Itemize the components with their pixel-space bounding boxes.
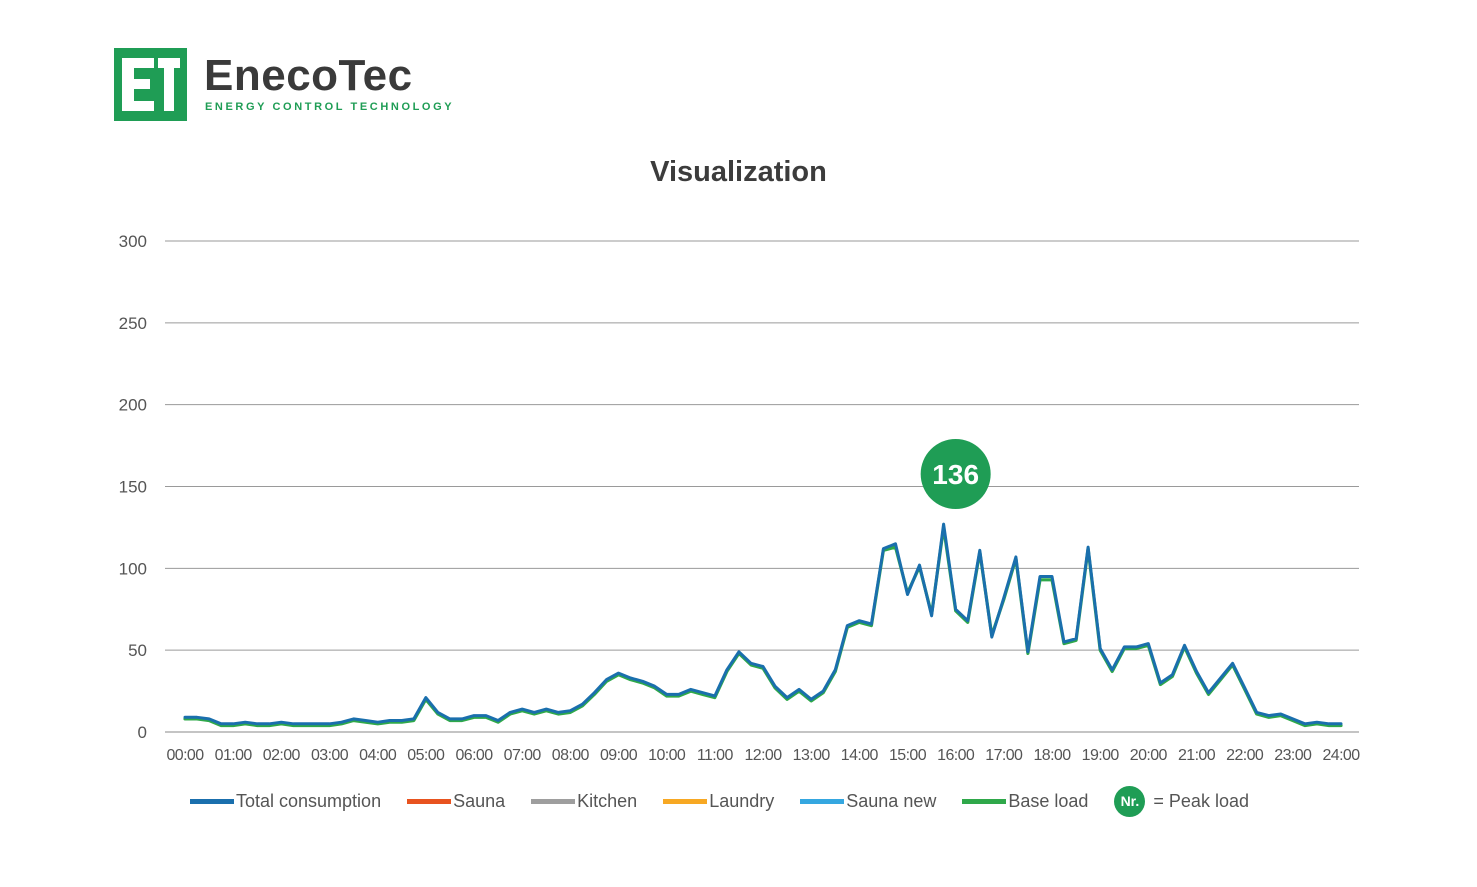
- legend-item-base-load: Base load: [962, 791, 1088, 812]
- legend-swatch: [190, 798, 234, 804]
- x-tick-label: 16:00: [937, 747, 975, 764]
- series-line-total-consumption: [183, 522, 1343, 726]
- legend-swatch: [407, 798, 452, 804]
- legend-item-laundry: Laundry: [663, 791, 774, 812]
- logo-brand-name: EnecoTec: [204, 51, 413, 100]
- x-tick-label: 00:00: [166, 747, 204, 764]
- legend-swatch: [531, 798, 576, 804]
- peak-value-label: 136: [932, 459, 979, 490]
- x-tick-label: 09:00: [600, 747, 638, 764]
- x-tick-label: 20:00: [1130, 747, 1168, 764]
- x-tick-label: 06:00: [455, 747, 493, 764]
- y-axis: 0 50 100 150 200 250 300: [119, 232, 147, 742]
- logo-tagline: ENERGY CONTROL TECHNOLOGY: [205, 101, 455, 113]
- chart-series: [183, 522, 1343, 728]
- x-tick-label: 14:00: [841, 747, 879, 764]
- y-tick-label: 100: [119, 559, 147, 578]
- legend-item-sauna: Sauna: [407, 791, 505, 812]
- legend-item-peak-load: Nr. = Peak load: [1114, 785, 1249, 817]
- x-tick-label: 17:00: [985, 747, 1023, 764]
- enecotec-logo: EnecoTec ENERGY CONTROL TECHNOLOGY: [114, 48, 452, 122]
- y-tick-label: 150: [119, 478, 147, 497]
- peak-circle: [920, 439, 991, 509]
- legend-item-sauna-new: Sauna new: [800, 791, 936, 812]
- chart-legend: Total consumption Sauna Kitchen Laundry Saun…: [190, 785, 1249, 817]
- legend-label: Laundry: [709, 790, 775, 811]
- x-tick-label: 02:00: [263, 747, 301, 764]
- legend-label: Kitchen: [577, 790, 638, 811]
- y-tick-label: 50: [128, 641, 147, 660]
- legend-swatch: [962, 798, 1007, 804]
- legend-item-total-consumption: Total consumption: [190, 791, 381, 812]
- x-tick-label: 24:00: [1322, 747, 1360, 764]
- x-tick-label: 12:00: [744, 747, 782, 764]
- x-tick-label: 08:00: [552, 747, 590, 764]
- legend-label: Sauna: [453, 790, 506, 811]
- x-tick-label: 15:00: [889, 747, 927, 764]
- y-tick-label: 300: [119, 232, 147, 251]
- x-tick-label: 04:00: [359, 747, 397, 764]
- legend-label: Sauna new: [846, 790, 937, 811]
- legend-swatch: [800, 798, 845, 804]
- series-line-base-load: [183, 525, 1343, 728]
- x-tick-label: 23:00: [1274, 747, 1312, 764]
- legend-label: Base load: [1008, 790, 1089, 811]
- x-tick-label: 10:00: [648, 747, 686, 764]
- x-tick-label: 03:00: [311, 747, 349, 764]
- x-tick-label: 11:00: [697, 747, 734, 764]
- peak-marker: 136: [920, 439, 991, 509]
- x-tick-label: 13:00: [793, 747, 831, 764]
- x-tick-label: 19:00: [1082, 747, 1120, 764]
- legend-item-kitchen: Kitchen: [531, 791, 637, 812]
- x-tick-label: 18:00: [1033, 747, 1071, 764]
- peak-legend-icon: Nr.: [1114, 785, 1146, 817]
- x-tick-label: 21:00: [1178, 747, 1216, 764]
- x-tick-label: 05:00: [407, 747, 445, 764]
- x-tick-label: 01:00: [215, 747, 253, 764]
- x-tick-label: 22:00: [1226, 747, 1264, 764]
- legend-label: = Peak load: [1153, 790, 1249, 811]
- chart-grid: [165, 240, 1359, 733]
- x-axis: 00:00 01:00 02:00 03:00 04:00 05:00 06:00 07:00…: [166, 747, 1360, 764]
- y-tick-label: 250: [119, 314, 147, 333]
- chart-title: Visualization: [650, 156, 827, 188]
- y-tick-label: 0: [138, 723, 147, 742]
- y-tick-label: 200: [119, 396, 147, 415]
- x-tick-label: 07:00: [504, 747, 542, 764]
- legend-swatch: [663, 798, 708, 804]
- legend-label: Total consumption: [236, 790, 382, 811]
- et-logo-icon: [114, 48, 187, 121]
